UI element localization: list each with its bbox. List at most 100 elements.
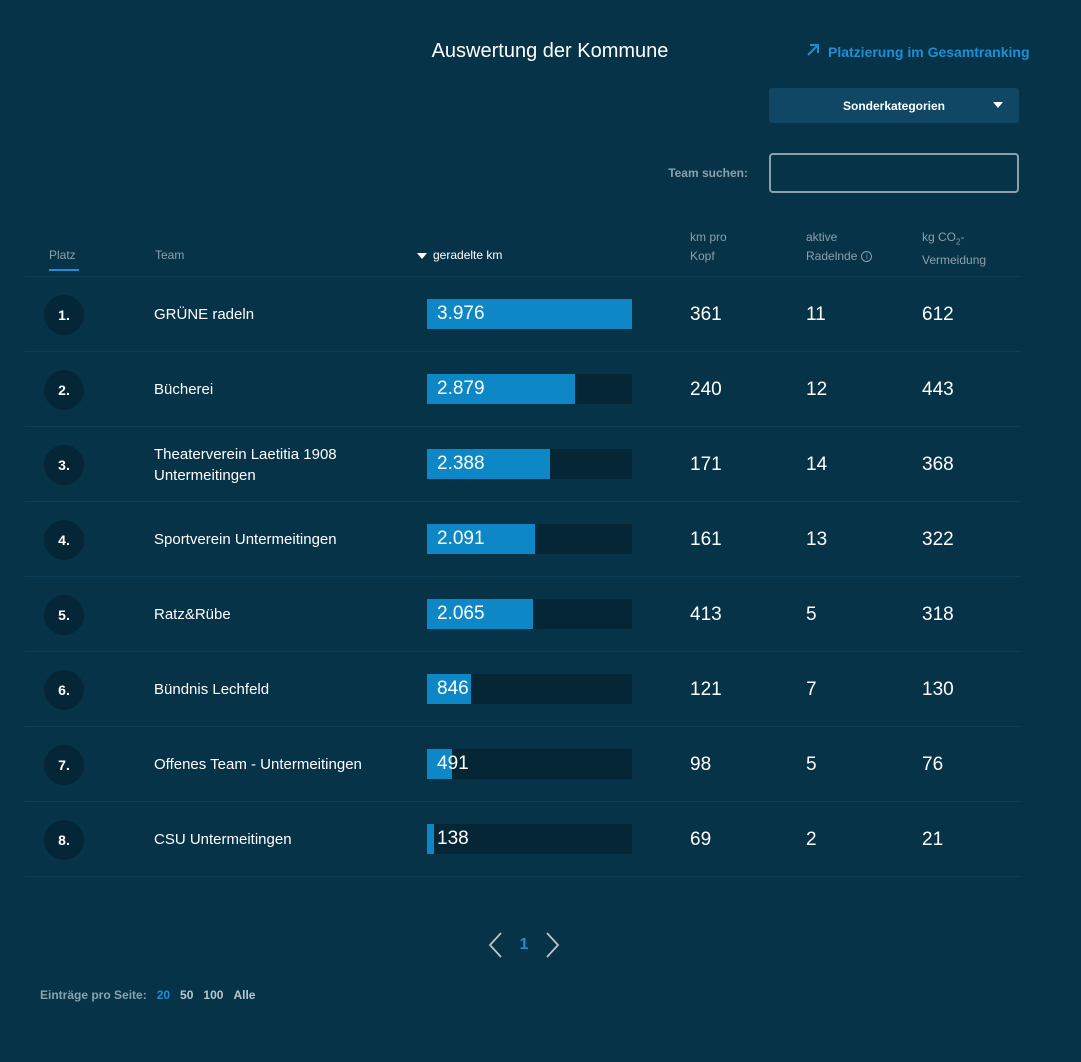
co2-value: 612 [922, 304, 954, 325]
ranking-link[interactable]: Platzierung im Gesamtranking [806, 43, 1030, 60]
km-bar-track: 846 [427, 674, 632, 704]
dropdown-label: Sonderkategorien [842, 98, 946, 113]
column-header-kopf-line2: Kopf [690, 249, 715, 263]
rank-badge: 7. [44, 745, 84, 785]
rank-badge: 6. [44, 670, 84, 710]
aktive-radelnde-value: 12 [806, 379, 828, 400]
km-value: 138 [437, 828, 469, 849]
page-title: Auswertung der Kommune [431, 40, 669, 62]
aktive-radelnde-value: 13 [806, 529, 828, 550]
km-bar-fill [427, 299, 632, 329]
co2-value: 443 [922, 379, 954, 400]
chevron-down-icon [993, 102, 1003, 108]
km-pro-kopf-value: 413 [690, 604, 722, 625]
team-name: GRÜNE radeln [154, 277, 384, 352]
column-header-aktive[interactable]: aktive Radelnde i [806, 228, 873, 266]
rank-badge: 4. [44, 520, 84, 560]
column-header-co2-line2: Vermeidung [922, 253, 987, 268]
km-value: 3.976 [437, 303, 485, 324]
column-header-platz[interactable]: Platz [49, 248, 76, 262]
rank-badge: 1. [44, 295, 84, 335]
km-bar-fill [427, 374, 575, 404]
table-row[interactable]: 5. Ratz&Rübe 2.065 413 5 318 [25, 577, 1021, 652]
per-page-option[interactable]: 100 [203, 988, 224, 1002]
km-bar-fill [427, 599, 533, 629]
rank-label: 2. [58, 382, 70, 398]
table-row[interactable]: 7. Offenes Team - Untermeitingen 491 98 5 76 [25, 727, 1021, 802]
km-bar-track: 2.879 [427, 374, 632, 404]
column-header-aktive-line2: Radelnde [806, 249, 858, 263]
rank-label: 7. [58, 757, 70, 773]
km-pro-kopf-value: 69 [690, 829, 712, 850]
km-bar-fill [427, 824, 434, 854]
km-value: 846 [437, 678, 469, 699]
team-name: CSU Untermeitingen [154, 802, 384, 877]
km-value: 2.091 [437, 528, 485, 549]
search-label: Team suchen: [668, 166, 748, 180]
team-name: Theaterverein Laetitia 1908 Untermeiting… [154, 427, 384, 502]
page-number[interactable]: 1 [519, 936, 529, 953]
aktive-radelnde-value: 2 [806, 829, 817, 850]
table-row[interactable]: 3. Theaterverein Laetitia 1908 Untermeiti… [25, 427, 1021, 502]
per-page-selector: Einträge pro Seite: 20 50 100 Alle [40, 988, 255, 1002]
pagination: 1 [484, 928, 564, 962]
km-bar-track: 491 [427, 749, 632, 779]
chevron-left-icon[interactable] [484, 930, 506, 960]
team-name-label: Sportverein Untermeitingen [154, 531, 337, 548]
km-pro-kopf-value: 361 [690, 304, 722, 325]
km-bar-track: 3.976 [427, 299, 632, 329]
rank-badge: 5. [44, 595, 84, 635]
co2-value: 76 [922, 754, 944, 775]
table-row[interactable]: 8. CSU Untermeitingen 138 69 2 21 [25, 802, 1021, 877]
column-header-co2[interactable]: kg CO2- Vermeidung [922, 228, 986, 270]
team-name: Offenes Team - Untermeitingen [154, 727, 384, 802]
co2-value: 318 [922, 604, 954, 625]
per-page-label: Einträge pro Seite: [40, 988, 147, 1002]
km-value: 491 [437, 753, 469, 774]
co2-value: 322 [922, 529, 954, 550]
km-bar-track: 2.091 [427, 524, 632, 554]
aktive-radelnde-value: 7 [806, 679, 817, 700]
table-row[interactable]: 1. GRÜNE radeln 3.976 361 11 612 [25, 277, 1021, 352]
table-row[interactable]: 2. Bücherei 2.879 240 12 443 [25, 352, 1021, 427]
info-icon[interactable]: i [861, 251, 873, 263]
column-header-co2-line1: kg CO [922, 230, 957, 244]
column-header-km-pro-kopf[interactable]: km pro Kopf [690, 228, 727, 266]
km-bar-track: 2.388 [427, 449, 632, 479]
per-page-option[interactable]: Alle [233, 988, 256, 1002]
column-header-km[interactable]: geradelte km [417, 246, 502, 265]
chevron-right-icon[interactable] [542, 930, 564, 960]
team-name-label: Bündnis Lechfeld [154, 681, 270, 698]
column-header-aktive-line1: aktive [806, 230, 838, 244]
team-name-label: Offenes Team - Untermeitingen [154, 756, 362, 773]
per-page-option[interactable]: 50 [180, 988, 194, 1002]
table-row[interactable]: 6. Bündnis Lechfeld 846 121 7 130 [25, 652, 1021, 727]
rank-label: 8. [58, 832, 70, 848]
team-name: Ratz&Rübe [154, 577, 384, 652]
co2-value: 130 [922, 679, 954, 700]
active-sort-underline [49, 269, 79, 271]
km-bar-fill [427, 449, 550, 479]
column-header-team[interactable]: Team [155, 248, 185, 262]
co2-value: 21 [922, 829, 944, 850]
km-bar-fill [427, 749, 452, 779]
team-name: Sportverein Untermeitingen [154, 502, 384, 577]
aktive-radelnde-value: 14 [806, 454, 828, 475]
rank-badge: 2. [44, 370, 84, 410]
team-name-label: GRÜNE radeln [154, 306, 255, 323]
aktive-radelnde-value: 5 [806, 754, 817, 775]
table-row[interactable]: 4. Sportverein Untermeitingen 2.091 161 13 32… [25, 502, 1021, 577]
co2-value: 368 [922, 454, 954, 475]
team-search-input[interactable] [769, 153, 1019, 193]
team-name-label: Theaterverein Laetitia 1908 Untermeiting… [154, 445, 337, 484]
category-dropdown[interactable]: Sonderkategorien [769, 88, 1019, 123]
co2-dash: - [960, 230, 965, 244]
km-value: 2.879 [437, 378, 485, 399]
rank-badge: 8. [44, 820, 84, 860]
rank-label: 6. [58, 682, 70, 698]
team-name-label: CSU Untermeitingen [154, 831, 292, 848]
per-page-option[interactable]: 20 [156, 988, 171, 1002]
table-header: Platz Team geradelte km km pro Kopf akti… [25, 220, 1021, 277]
team-name-label: Ratz&Rübe [154, 606, 231, 623]
rank-badge: 3. [44, 445, 84, 485]
